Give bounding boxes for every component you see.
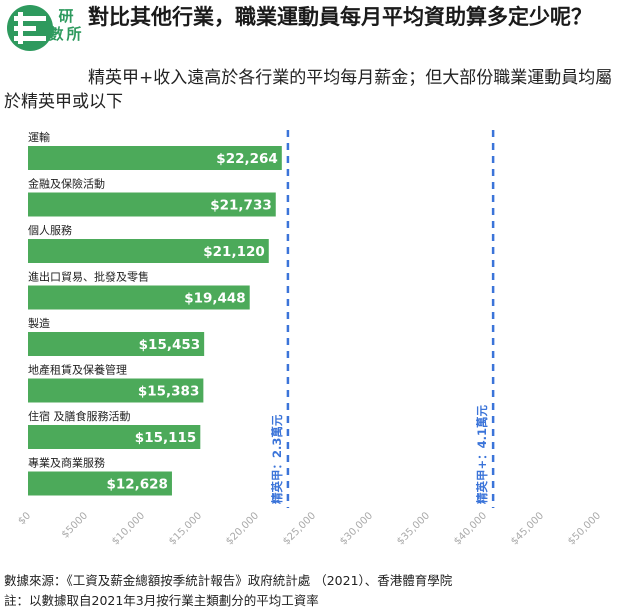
bar [28, 425, 201, 449]
bar [28, 378, 204, 403]
x-tick-label: $45,000 [509, 510, 546, 547]
bar-value-label: $15,115 [135, 430, 197, 446]
x-tick-label: $5000 [60, 510, 90, 540]
footer: 數據來源：《工資及薪金總額按季統計報告》政府統計處 （2021）、香港體育學院 … [4, 571, 614, 611]
logo-char-3: 所 [66, 25, 81, 43]
category-label: 運輸 [28, 130, 50, 144]
source-note: 數據來源：《工資及薪金總額按季統計報告》政府統計處 （2021）、香港體育學院 [4, 573, 453, 588]
bar-value-label: $19,448 [184, 291, 246, 307]
category-label: 個人服務 [28, 223, 72, 237]
bar [28, 146, 282, 170]
bar-value-label: $12,628 [106, 477, 168, 493]
logo-char-1: 研 [58, 7, 73, 25]
bar [28, 332, 205, 356]
bar [28, 239, 269, 263]
x-tick-label: $20,000 [224, 510, 261, 547]
bar [28, 285, 250, 310]
bar-chart: 運輸 $22,264 金融及保險活動 $21,733 個人服務 $21,120 進出口貿易、… [16, 130, 603, 547]
x-tick-label: $0 [16, 510, 33, 527]
x-tick-label: $35,000 [395, 510, 432, 547]
bar-value-label: $21,120 [203, 244, 265, 260]
x-tick-label: $50,000 [566, 510, 603, 547]
x-tick-label: $25,000 [281, 510, 318, 547]
x-tick-label: $40,000 [452, 510, 489, 547]
category-label: 金融及保險活動 [28, 177, 105, 191]
page-subtitle: 精英甲+收入遠高於各行業的平均每月薪金；但大部份職業運動員均屬於精英甲或以下 [4, 68, 613, 112]
bar [28, 192, 276, 217]
reference-line-label: 精英甲：2.3萬元 [270, 414, 284, 504]
logo: 研 數 所 [7, 5, 82, 51]
bar-value-label: $21,733 [210, 198, 272, 214]
x-tick-label: $10,000 [110, 510, 147, 547]
x-tick-label: $15,000 [167, 510, 204, 547]
logo-char-2: 數 [48, 25, 63, 43]
footnote: 註：以數據取自2021年3月按行業主類劃分的平均工資率 [4, 593, 319, 608]
page-title: 對比其他行業，職業運動員每月平均資助算多定少呢？ [88, 5, 592, 29]
x-tick-label: $30,000 [338, 510, 375, 547]
bar [28, 471, 172, 496]
reference-line-label: 精英甲+：4.1萬元 [475, 404, 489, 504]
category-label: 進出口貿易、批發及零售 [28, 270, 149, 284]
category-label: 地產租賃及保養管理 [28, 363, 127, 377]
bar-value-label: $15,453 [139, 337, 201, 353]
bar-value-label: $15,383 [138, 384, 200, 400]
category-label: 製造 [28, 316, 50, 330]
category-label: 住宿 及膳食服務活動 [28, 409, 131, 423]
bar-value-label: $22,264 [216, 151, 278, 167]
category-label: 專業及商業服務 [28, 456, 105, 470]
